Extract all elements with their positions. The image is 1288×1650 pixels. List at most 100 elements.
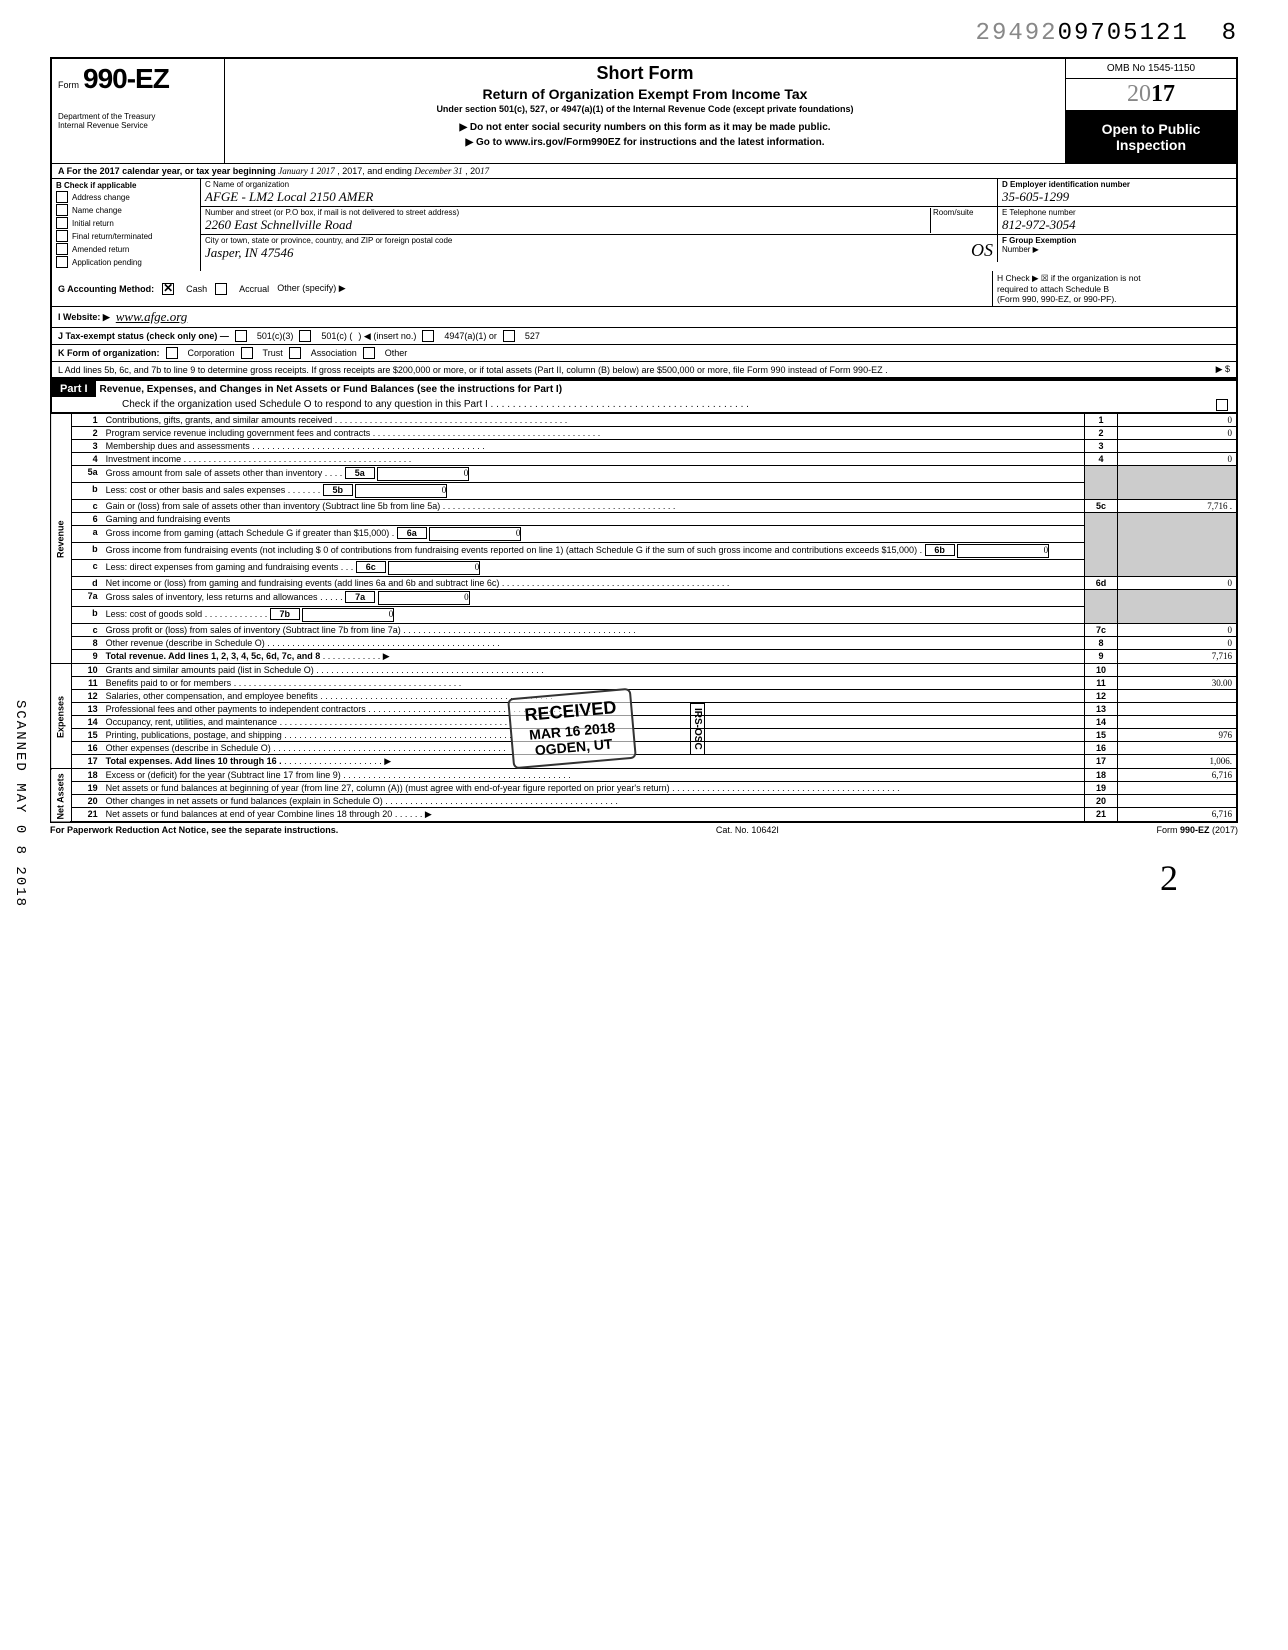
ln-1-box: 1 — [1085, 414, 1118, 427]
c-name-cell: C Name of organization AFGE - LM2 Local … — [201, 179, 998, 206]
ln-5a-num: 5a — [71, 466, 102, 483]
line-a-suffix: , 20 — [465, 166, 480, 176]
cb-association[interactable] — [289, 347, 301, 359]
gray-5v — [1118, 466, 1238, 500]
ln-10-desc: Grants and similar amounts paid (list in… — [102, 664, 1085, 677]
ln-20-val — [1118, 795, 1238, 808]
e-phone-label: E Telephone number — [1002, 208, 1232, 217]
part-1-check-text: Check if the organization used Schedule … — [52, 397, 1216, 412]
ln-18-box: 18 — [1085, 769, 1118, 782]
tax-year: 2017 — [1066, 79, 1236, 111]
ln-19-num: 19 — [71, 782, 102, 795]
ln-5c-desc: Gain or (loss) from sale of assets other… — [102, 500, 1085, 513]
ln-4-val: 0 — [1118, 453, 1238, 466]
ln-15-val: 976 — [1118, 729, 1238, 742]
col-b-checkboxes: B Check if applicable Address change Nam… — [52, 179, 201, 271]
g-label: G Accounting Method: — [58, 284, 154, 294]
open-public-2: Inspection — [1070, 137, 1232, 153]
gray-5 — [1085, 466, 1118, 500]
cb-name-change[interactable]: Name change — [56, 204, 196, 216]
j-label: J Tax-exempt status (check only one) — — [58, 331, 229, 341]
c-name-label: C Name of organization — [205, 180, 993, 189]
f-group-label2: Number ▶ — [1002, 245, 1232, 254]
ln-21-desc: Net assets or fund balances at end of ye… — [102, 808, 1085, 823]
dln-trailing: 8 — [1222, 20, 1238, 47]
ln-13-val — [1118, 703, 1238, 716]
ln-6c-ival: 0 — [388, 561, 480, 575]
city-value: Jasper, IN 47546 — [205, 245, 971, 261]
subtitle-section: Under section 501(c), 527, or 4947(a)(1)… — [233, 104, 1057, 114]
form-header-right: OMB No 1545-1150 2017 Open to Public Ins… — [1066, 59, 1236, 163]
row-i-website: I Website: ▶ www.afge.org — [50, 307, 1238, 328]
year-bold: 17 — [1151, 81, 1175, 107]
cb-corporation[interactable] — [166, 347, 178, 359]
dept-line2: Internal Revenue Service — [58, 122, 218, 131]
cb-application-pending[interactable]: Application pending — [56, 256, 196, 268]
cb-accrual[interactable] — [215, 283, 227, 295]
cb-initial-return[interactable]: Initial return — [56, 217, 196, 229]
cb-527[interactable] — [503, 330, 515, 342]
ln-9-desc: Total revenue. Add lines 1, 2, 3, 4, 5c,… — [102, 650, 1085, 664]
cb-other-org[interactable] — [363, 347, 375, 359]
ln-15-box: 15 — [1085, 729, 1118, 742]
ln-18-num: 18 — [71, 769, 102, 782]
cb-address-change[interactable]: Address change — [56, 191, 196, 203]
ln-13-num: 13 — [71, 703, 102, 716]
ln-2-box: 2 — [1085, 427, 1118, 440]
ln-12-num: 12 — [71, 690, 102, 703]
instr-website: ▶ Go to www.irs.gov/Form990EZ for instru… — [233, 137, 1057, 148]
ln-2-val: 0 — [1118, 427, 1238, 440]
j-527: 527 — [525, 331, 540, 341]
ln-20-box: 20 — [1085, 795, 1118, 808]
c-name-value: AFGE - LM2 Local 2150 AMER — [205, 189, 993, 205]
ln-5b-ibox: 5b — [323, 484, 353, 496]
omb-number: OMB No 1545-1150 — [1066, 59, 1236, 79]
ln-6b-ibox: 6b — [925, 544, 955, 556]
cb-501c3[interactable] — [235, 330, 247, 342]
part-1-label: Part I — [52, 381, 96, 397]
ln-7c-desc: Gross profit or (loss) from sales of inv… — [102, 624, 1085, 637]
ln-19-box: 19 — [1085, 782, 1118, 795]
os-stamp: OS — [971, 240, 993, 261]
ln-6b-num: b — [71, 543, 102, 560]
handwritten-mark: 2 — [50, 857, 1178, 899]
form-header-center: Short Form Return of Organization Exempt… — [225, 59, 1066, 163]
j-c: 501(c) ( — [321, 331, 352, 341]
vert-expenses: Expenses — [51, 664, 71, 769]
h-line1: H Check ▶ ☒ if the organization is not — [997, 273, 1232, 284]
ln-13-box: 13 — [1085, 703, 1118, 716]
ln-1-val: 0 — [1118, 414, 1238, 427]
ln-12-val — [1118, 690, 1238, 703]
ln-18-desc: Excess or (deficit) for the year (Subtra… — [102, 769, 1085, 782]
gray-7v — [1118, 590, 1238, 624]
cb-cash[interactable] — [162, 283, 174, 295]
l-arrow: ▶ $ — [1216, 364, 1230, 375]
ln-14-val — [1118, 716, 1238, 729]
d-ein-label: D Employer identification number — [1002, 180, 1130, 189]
col-cd: C Name of organization AFGE - LM2 Local … — [201, 179, 1236, 271]
ln-21-val: 6,716 — [1118, 808, 1238, 823]
ln-2-desc: Program service revenue including govern… — [102, 427, 1085, 440]
open-to-public: Open to Public Inspection — [1066, 111, 1236, 163]
vert-revenue: Revenue — [51, 414, 71, 664]
ln-11-num: 11 — [71, 677, 102, 690]
ln-10-box: 10 — [1085, 664, 1118, 677]
line-a-end: December 31 — [414, 166, 462, 176]
cb-amended-return[interactable]: Amended return — [56, 243, 196, 255]
line-a-tax-year: A For the 2017 calendar year, or tax yea… — [50, 163, 1238, 179]
room-label: Room/suite — [933, 208, 993, 217]
cb-501c[interactable] — [299, 330, 311, 342]
g-cash: Cash — [186, 284, 207, 294]
part-1-table: Revenue 1 Contributions, gifts, grants, … — [50, 413, 1238, 823]
ln-4-box: 4 — [1085, 453, 1118, 466]
line-a-begin: January 1 2017 — [278, 166, 335, 176]
ln-5b-num: b — [71, 483, 102, 500]
g-accrual: Accrual — [239, 284, 269, 294]
ln-6-desc: Gaming and fundraising events — [102, 513, 1085, 526]
cb-schedule-o[interactable] — [1216, 399, 1228, 411]
i-label: I Website: ▶ — [58, 312, 110, 323]
cb-trust[interactable] — [241, 347, 253, 359]
year-light: 20 — [1127, 81, 1151, 107]
cb-final-return[interactable]: Final return/terminated — [56, 230, 196, 242]
cb-4947[interactable] — [422, 330, 434, 342]
